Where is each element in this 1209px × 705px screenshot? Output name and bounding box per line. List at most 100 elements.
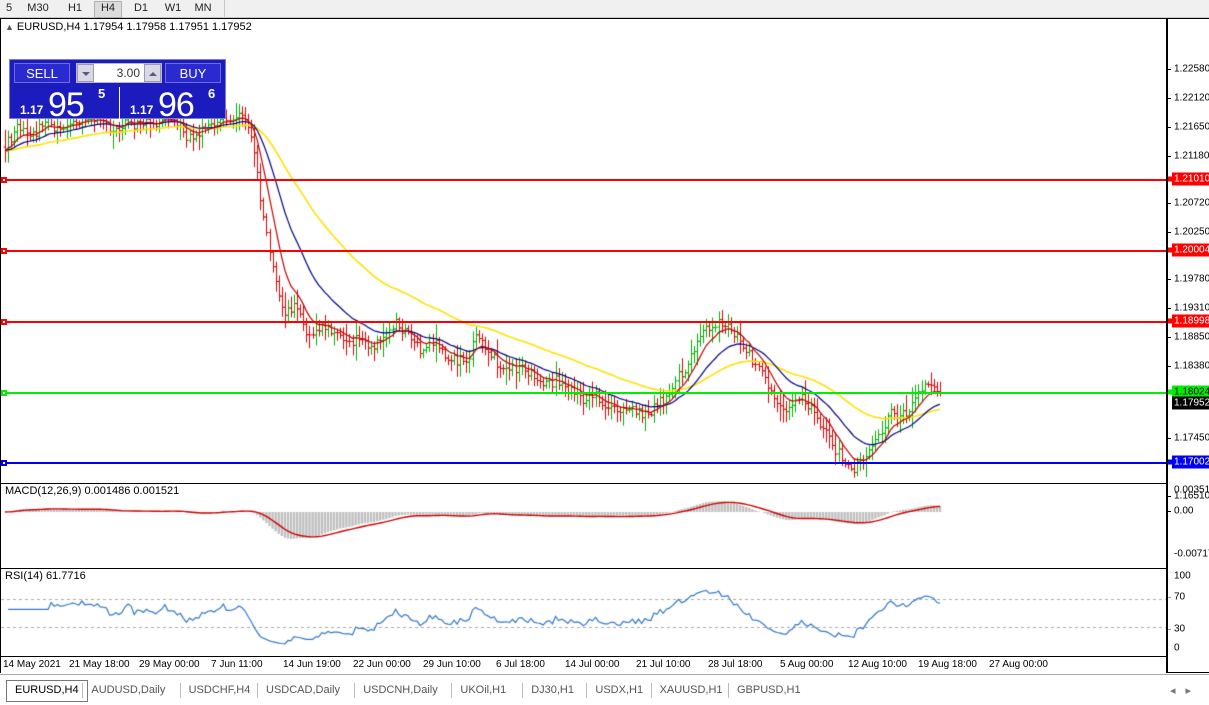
chart-tab-gbpusd-h1[interactable]: GBPUSD,H1	[737, 684, 801, 696]
price-level-line[interactable]	[1, 321, 1166, 323]
price-label: 1.20250	[1174, 226, 1209, 238]
chart-tabs-bar: ◂▸ EURUSD,H4 AUDUSD,Daily USDCHF,H4 USDCAD,…	[0, 674, 1209, 705]
sell-price-prefix: 1.17	[20, 103, 44, 117]
time-label: 29 Jun 10:00	[423, 659, 481, 670]
buy-button[interactable]: BUY	[165, 63, 221, 83]
axis-divider	[1167, 18, 1168, 673]
buy-price-quote[interactable]: 1.17 96 6	[122, 86, 225, 119]
macd-tick	[1167, 511, 1171, 512]
price-badge-black[interactable]: 1.17952	[1172, 396, 1209, 410]
level-marker	[1167, 176, 1172, 182]
macd-pane[interactable]: MACD(12,26,9) 0.001486 0.001521	[1, 483, 1166, 568]
price-level-line[interactable]	[1, 462, 1166, 464]
buy-price-big: 96	[158, 86, 195, 119]
timeframe-button-w1[interactable]: W1	[164, 2, 182, 14]
time-label: 21 Jul 10:00	[636, 659, 691, 670]
collapse-arrow-icon[interactable]: ▲	[5, 22, 14, 32]
chart-tab-eurusd-h4[interactable]: EURUSD,H4	[6, 680, 88, 702]
rsi-canvas[interactable]	[1, 569, 1166, 655]
tabs-scroll-arrows[interactable]: ◂▸	[1169, 685, 1201, 697]
time-label: 14 Jul 00:00	[565, 659, 620, 670]
price-badge-green[interactable]: 1.18024	[1172, 385, 1209, 399]
price-badge-red[interactable]: 1.18998	[1172, 314, 1209, 328]
price-label: 1.22120	[1174, 92, 1209, 104]
time-label: 7 Jun 11:00	[211, 659, 263, 670]
price-label: 1.18380	[1174, 360, 1209, 372]
price-label: 1.20720	[1174, 197, 1209, 209]
price-level-handle[interactable]	[1, 319, 7, 325]
price-level-handle[interactable]	[1, 390, 7, 396]
quote-divider	[119, 87, 120, 119]
macd-axis-label: 0.00	[1174, 505, 1194, 517]
chart-tab-xauusd-h1[interactable]: XAUUSD,H1	[659, 684, 723, 696]
time-label: 12 Aug 10:00	[848, 659, 907, 670]
rsi-axis-label: 70	[1174, 591, 1186, 603]
timeframe-button-h4[interactable]: H4	[94, 1, 122, 18]
price-level-line[interactable]	[1, 250, 1166, 252]
price-level-handle[interactable]	[1, 248, 7, 254]
macd-canvas[interactable]	[1, 484, 1166, 567]
time-label: 14 Jun 19:00	[283, 659, 341, 670]
rsi-pane[interactable]: RSI(14) 61.7716	[1, 568, 1166, 656]
price-level-line[interactable]	[1, 392, 1166, 394]
timeframe-toolbar: 5 M30 H1 H4 D1 W1 MN	[0, 0, 1209, 18]
rsi-axis-label: 100	[1174, 570, 1191, 582]
tab-separator	[451, 683, 453, 698]
price-label: 1.21180	[1174, 150, 1209, 162]
time-label: 28 Jul 18:00	[708, 659, 763, 670]
buy-price-prefix: 1.17	[130, 103, 154, 117]
timeframe-button-5[interactable]: 5	[5, 2, 13, 14]
rsi-axis-label: 0	[1174, 642, 1180, 654]
chart-tab-ukoil-h1[interactable]: UKOil,H1	[460, 684, 507, 696]
sell-price-quote[interactable]: 1.17 95 5	[12, 86, 117, 119]
time-label: 27 Aug 00:00	[989, 659, 1048, 670]
price-tick	[1167, 203, 1171, 204]
price-badge-red[interactable]: 1.21010	[1172, 172, 1209, 186]
price-tick	[1167, 308, 1171, 309]
price-badge-red[interactable]: 1.20004	[1172, 243, 1209, 257]
trade-controls-row: SELL 3.00 BUY	[10, 60, 225, 86]
rsi-tick	[1167, 597, 1171, 598]
chart-tab-usdx-h1[interactable]: USDX,H1	[595, 684, 644, 696]
price-badge-blue[interactable]: 1.17002	[1172, 455, 1209, 469]
price-axis[interactable]: 1.22580 1.22120 1.21650 1.21180 1.20720 1.202…	[1167, 18, 1209, 673]
sell-button[interactable]: SELL	[14, 63, 70, 83]
price-tick	[1167, 496, 1171, 497]
sell-price-big: 95	[48, 86, 85, 119]
price-level-handle[interactable]	[1, 460, 7, 466]
tab-separator	[354, 683, 356, 698]
time-label: 14 May 2021	[3, 659, 61, 670]
time-axis[interactable]: 14 May 2021 21 May 18:00 29 May 00:00 7 Jun…	[1, 656, 1166, 673]
volume-value[interactable]: 3.00	[116, 66, 140, 80]
price-tick	[1167, 279, 1171, 280]
price-level-handle[interactable]	[1, 177, 7, 183]
time-label: 21 May 18:00	[69, 659, 130, 670]
tab-separator	[728, 683, 729, 698]
rsi-label: RSI(14) 61.7716	[5, 570, 86, 582]
price-tick	[1167, 232, 1171, 233]
price-level-line[interactable]	[1, 179, 1166, 181]
timeframe-button-h1[interactable]: H1	[67, 2, 83, 14]
price-tick	[1167, 337, 1171, 338]
volume-decrease-button[interactable]	[77, 64, 94, 82]
chart-tab-usdcnh-daily[interactable]: USDCNH,Daily	[363, 684, 438, 696]
volume-stepper[interactable]: 3.00	[76, 63, 162, 83]
timeframe-button-m30[interactable]: M30	[27, 2, 49, 14]
rsi-axis-label: 30	[1174, 623, 1186, 635]
chart-tab-dj30-h1[interactable]: DJ30,H1	[531, 684, 574, 696]
volume-increase-button[interactable]	[144, 64, 161, 82]
chart-area[interactable]: ▲ EURUSD,H4 1.17954 1.17958 1.17951 1.179…	[0, 18, 1167, 673]
time-label: 5 Aug 00:00	[780, 659, 834, 670]
price-tick	[1167, 438, 1171, 439]
chart-tab-usdcad-daily[interactable]: USDCAD,Daily	[266, 684, 340, 696]
price-pane[interactable]: ▲ EURUSD,H4 1.17954 1.17958 1.17951 1.179…	[1, 19, 1166, 481]
time-label: 19 Aug 18:00	[918, 659, 977, 670]
tab-separator	[522, 683, 524, 698]
price-label: 1.19310	[1174, 302, 1209, 314]
timeframe-button-d1[interactable]: D1	[133, 2, 149, 14]
one-click-trading-panel[interactable]: SELL 3.00 BUY 1.17 95 5 1.17 96	[9, 59, 226, 119]
chart-tab-audusd-daily[interactable]: AUDUSD,Daily	[91, 684, 166, 696]
timeframe-button-mn[interactable]: MN	[194, 2, 212, 14]
chart-tab-usdchf-h4[interactable]: USDCHF,H4	[188, 684, 251, 696]
